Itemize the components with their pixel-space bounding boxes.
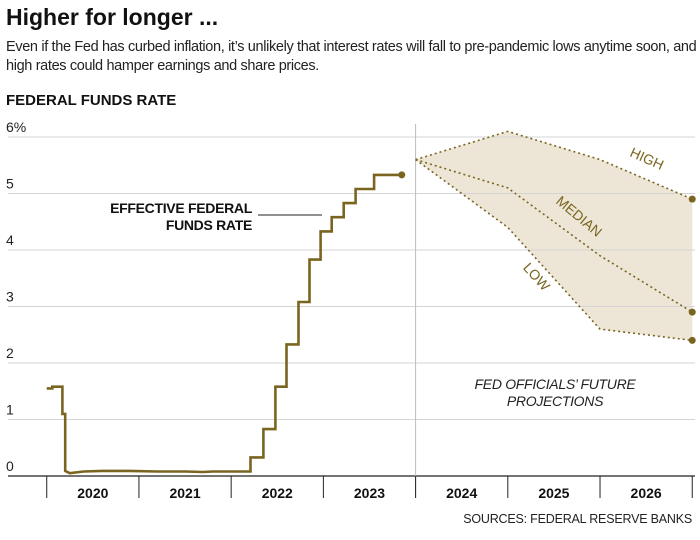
y-tick-label: 5 — [6, 176, 14, 192]
end-dot — [398, 171, 406, 179]
y-tick-label: 6% — [6, 119, 26, 135]
x-tick-label: 2021 — [169, 485, 200, 501]
x-tick-label: 2024 — [446, 485, 477, 501]
y-tick-label: 3 — [6, 289, 14, 305]
end-dot — [688, 336, 696, 344]
end-dot — [688, 195, 696, 203]
axis-title: FEDERAL FUNDS RATE — [6, 92, 177, 109]
projection-note: FED OFFICIALS’ FUTURE PROJECTIONS — [474, 376, 636, 409]
projection-range — [415, 131, 693, 341]
y-tick-label: 1 — [6, 402, 14, 418]
x-tick-label: 2020 — [77, 485, 108, 501]
series-annotation: EFFECTIVE FEDERAL FUNDS RATE — [110, 200, 252, 233]
end-dot — [688, 308, 696, 316]
y-tick-label: 0 — [6, 458, 14, 474]
x-tick-label: 2023 — [354, 485, 385, 501]
chart-subtitle: Even if the Fed has curbed inflation, it… — [6, 39, 697, 74]
series-label: HIGH — [628, 144, 666, 173]
x-tick-label: 2022 — [262, 485, 293, 501]
x-tick-label: 2026 — [631, 485, 662, 501]
y-tick-label: 4 — [6, 232, 14, 248]
y-tick-label: 2 — [6, 345, 14, 361]
source-note: SOURCES: FEDERAL RESERVE BANKS — [463, 512, 692, 526]
chart-title: Higher for longer ... — [6, 4, 219, 30]
series-line — [46, 173, 402, 475]
x-tick-label: 2025 — [538, 485, 569, 501]
